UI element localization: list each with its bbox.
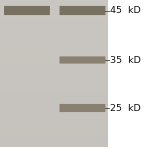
FancyBboxPatch shape [0,0,108,5]
FancyBboxPatch shape [0,83,108,88]
FancyBboxPatch shape [0,69,108,74]
FancyBboxPatch shape [0,29,108,34]
FancyBboxPatch shape [0,142,108,147]
FancyBboxPatch shape [0,54,108,59]
FancyBboxPatch shape [0,132,108,137]
FancyBboxPatch shape [0,49,108,54]
Text: 45  kD: 45 kD [110,6,141,15]
FancyBboxPatch shape [0,103,108,108]
FancyBboxPatch shape [0,98,108,103]
FancyBboxPatch shape [60,104,105,112]
FancyBboxPatch shape [0,108,108,113]
Text: 25  kD: 25 kD [110,104,141,113]
FancyBboxPatch shape [0,78,108,83]
FancyBboxPatch shape [0,93,108,98]
FancyBboxPatch shape [0,15,108,20]
FancyBboxPatch shape [0,34,108,39]
FancyBboxPatch shape [60,56,105,64]
FancyBboxPatch shape [0,44,108,49]
FancyBboxPatch shape [0,137,108,142]
FancyBboxPatch shape [0,24,108,29]
FancyBboxPatch shape [0,20,108,24]
FancyBboxPatch shape [60,6,105,15]
Text: 35  kD: 35 kD [110,56,141,65]
FancyBboxPatch shape [0,123,108,127]
FancyBboxPatch shape [0,39,108,44]
FancyBboxPatch shape [0,10,108,15]
FancyBboxPatch shape [0,118,108,123]
FancyBboxPatch shape [4,6,50,15]
FancyBboxPatch shape [0,59,108,64]
FancyBboxPatch shape [0,74,108,78]
FancyBboxPatch shape [0,88,108,93]
FancyBboxPatch shape [0,113,108,118]
FancyBboxPatch shape [0,0,108,147]
FancyBboxPatch shape [0,64,108,69]
FancyBboxPatch shape [0,127,108,132]
FancyBboxPatch shape [0,5,108,10]
